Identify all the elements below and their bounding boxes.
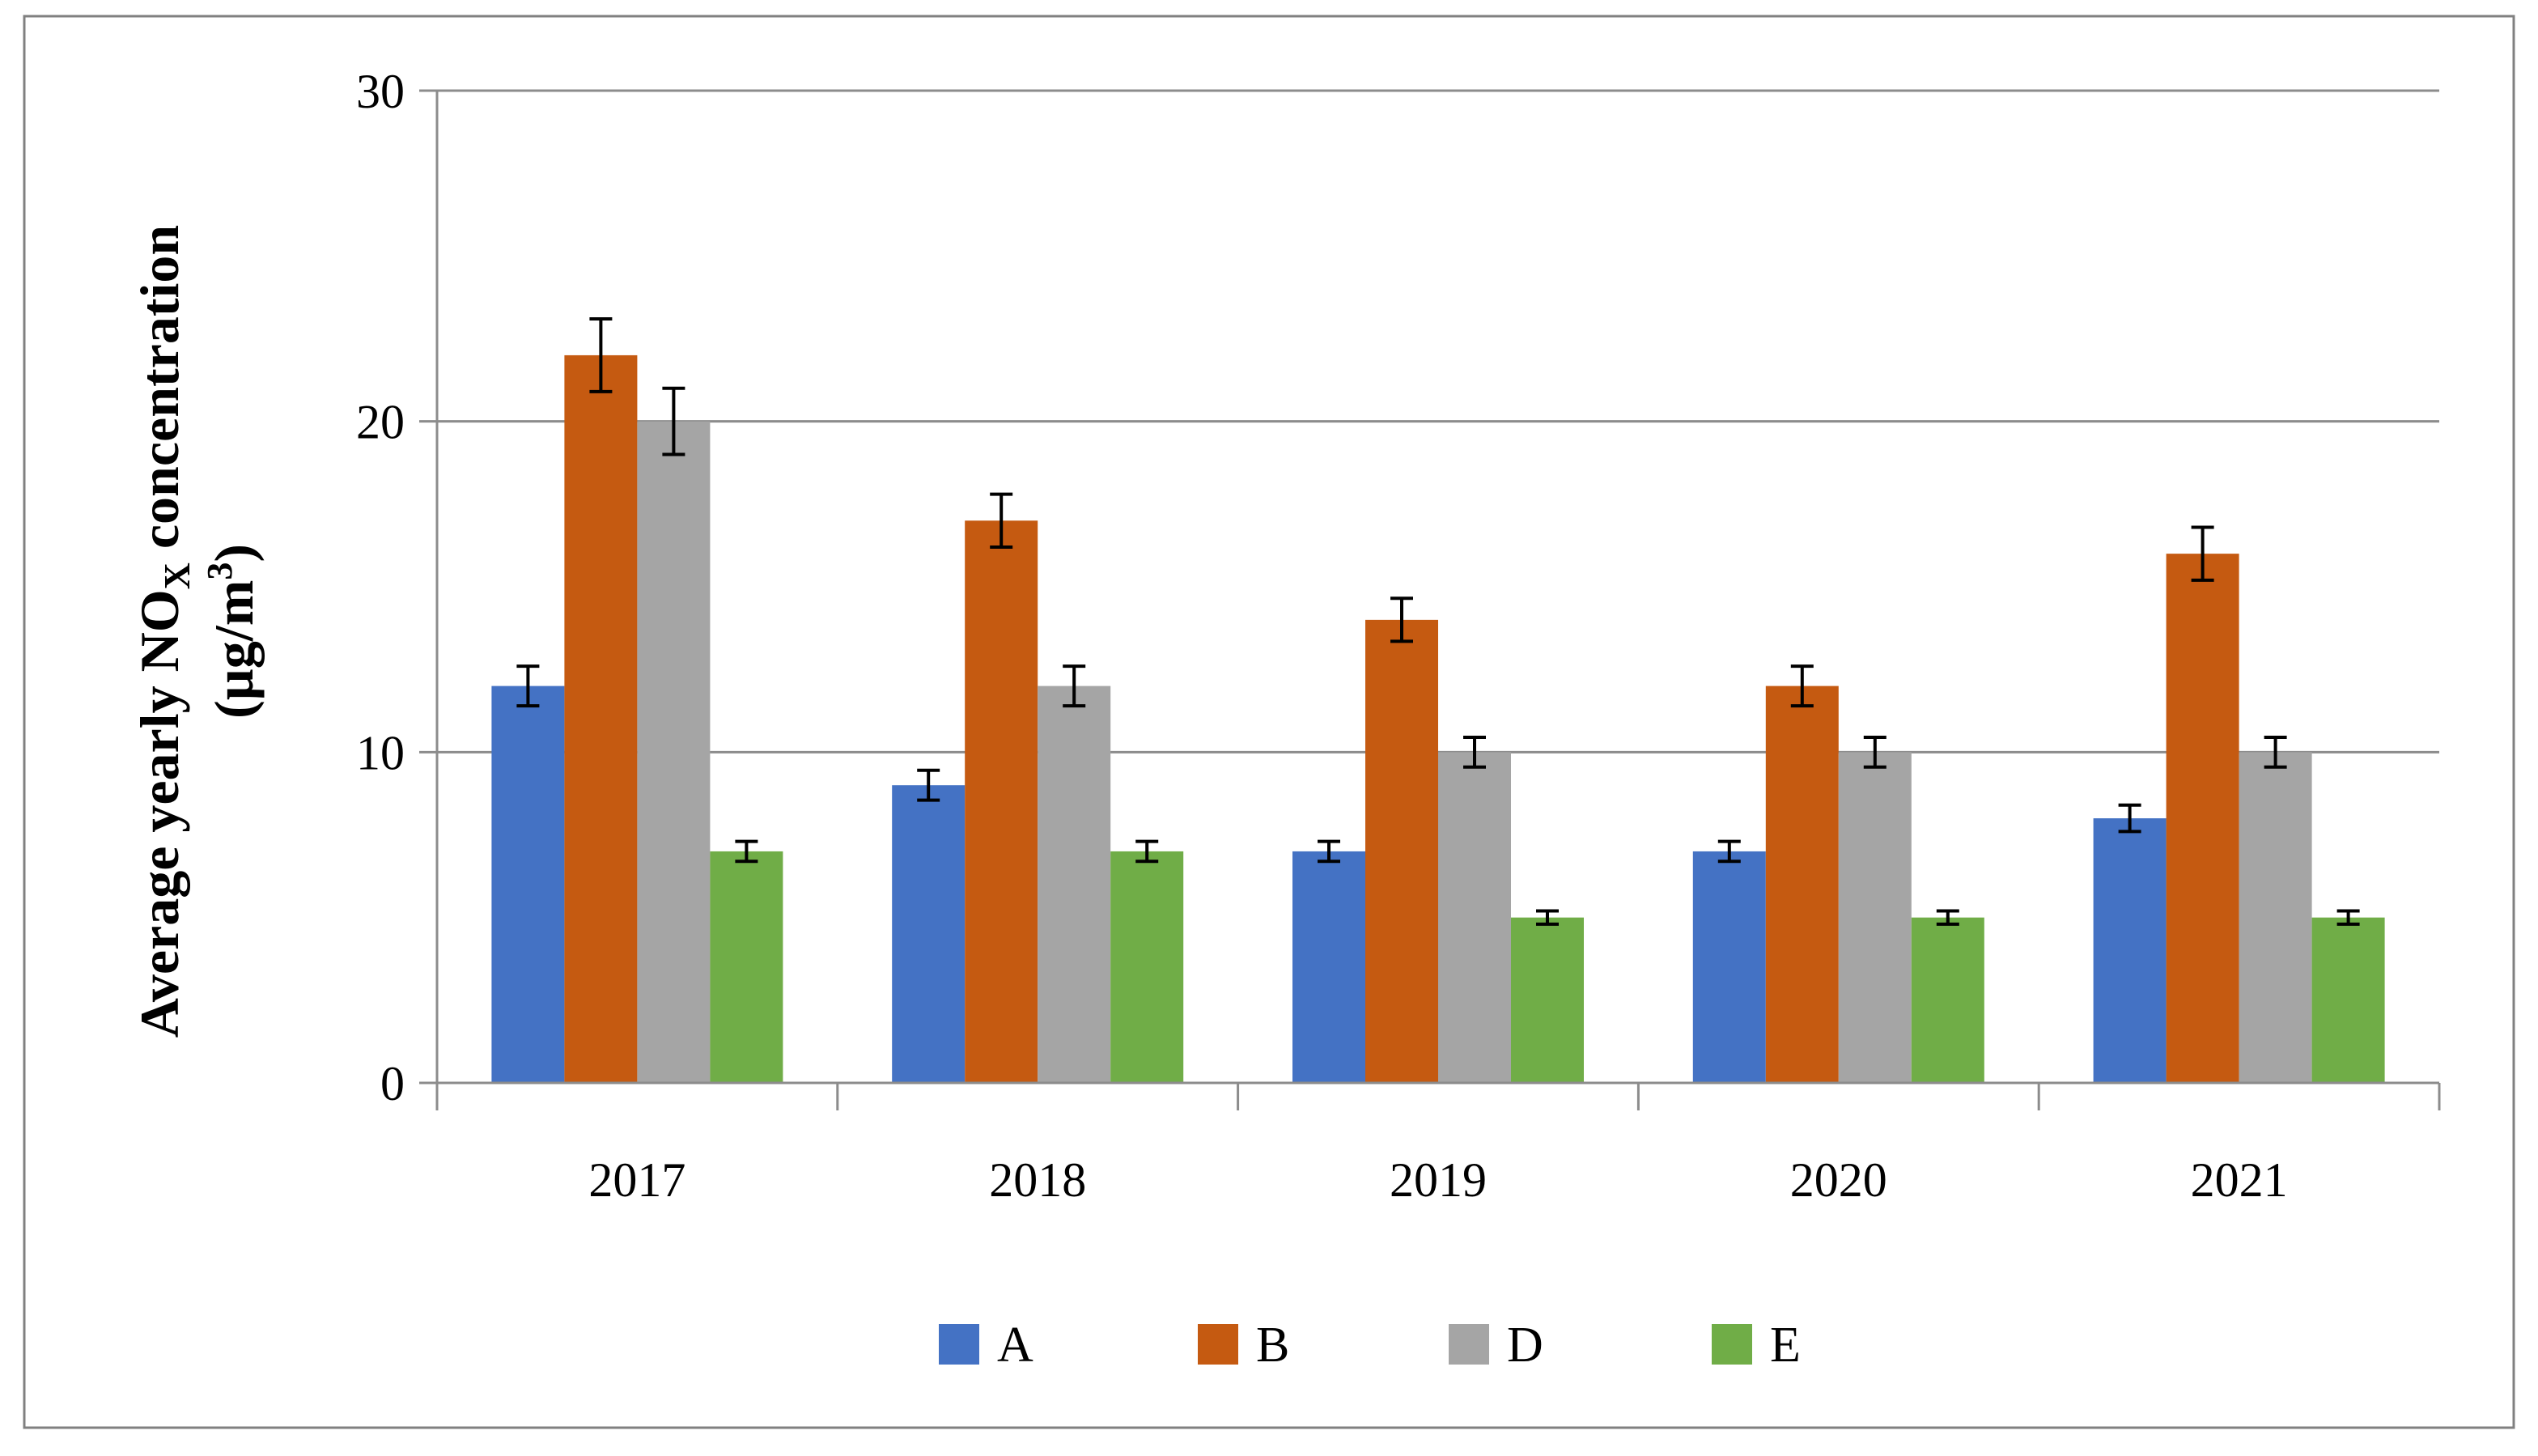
legend-swatch-E — [1712, 1324, 1752, 1365]
error-bar-B-2021 — [2191, 525, 2214, 582]
bar-A-2021 — [2093, 818, 2167, 1083]
error-bar-D-2020 — [1863, 735, 1887, 769]
error-bar-D-2017 — [662, 386, 685, 456]
bar-B-2019 — [1365, 619, 1438, 1083]
error-bar-D-2018 — [1063, 664, 1086, 708]
legend-item-D: D — [1449, 1318, 1543, 1373]
y-axis-title: Average yearly NOX concentration — [129, 225, 197, 1038]
error-bar-D-2019 — [1463, 735, 1486, 769]
x-tick-label-2020: 2020 — [1790, 1153, 1887, 1207]
bar-E-2020 — [1911, 917, 1984, 1083]
y-axis-title-units: (µg/m3) — [200, 544, 265, 719]
bar-D-2020 — [1838, 752, 1912, 1083]
error-bar-E-2019 — [1536, 909, 1559, 926]
chart-border — [23, 15, 2515, 1429]
bar-A-2019 — [1292, 851, 1365, 1083]
bar-D-2021 — [2239, 752, 2312, 1083]
bar-A-2017 — [491, 686, 565, 1083]
legend-item-A: A — [939, 1318, 1033, 1373]
error-bar-E-2017 — [735, 839, 758, 864]
bar-E-2018 — [1110, 851, 1184, 1083]
bar-E-2019 — [1511, 917, 1584, 1083]
error-bar-A-2017 — [516, 664, 540, 708]
legend-item-B: B — [1198, 1318, 1289, 1373]
error-bar-E-2020 — [1936, 909, 1959, 926]
x-tick-label-2021: 2021 — [2191, 1153, 2288, 1207]
legend-label-E: E — [1770, 1318, 1801, 1373]
labels-layer: 0 10 20 30 2017 2018 2019 2020 2021 — [356, 65, 2288, 1207]
error-bar-B-2019 — [1390, 596, 1413, 643]
error-bar-A-2018 — [917, 768, 940, 802]
legend-item-E: E — [1712, 1318, 1801, 1373]
error-bar-E-2018 — [1135, 839, 1159, 864]
bar-B-2017 — [564, 354, 638, 1083]
bar-D-2017 — [637, 421, 711, 1083]
axes-layer — [419, 89, 2441, 1110]
bar-D-2018 — [1038, 686, 1111, 1083]
error-bar-B-2017 — [589, 316, 613, 393]
y-axis-title-superscript: 3 — [200, 562, 240, 580]
legend-swatch-A — [939, 1324, 979, 1365]
x-tick-label-2017: 2017 — [588, 1153, 685, 1207]
error-bar-A-2019 — [1318, 839, 1340, 864]
x-tick-label-2019: 2019 — [1390, 1153, 1487, 1207]
bar-A-2020 — [1692, 851, 1766, 1083]
y-tick-label-0: 0 — [380, 1057, 405, 1110]
error-bar-E-2021 — [2336, 909, 2360, 926]
error-bar-A-2021 — [2118, 803, 2141, 834]
bars-layer — [491, 354, 2385, 1083]
legend-swatch-D — [1449, 1324, 1489, 1365]
bar-A-2018 — [892, 785, 966, 1083]
bar-B-2020 — [1765, 686, 1839, 1083]
bar-B-2021 — [2166, 554, 2239, 1083]
errors-layer — [516, 316, 2360, 926]
legend-label-D: D — [1507, 1318, 1543, 1373]
legend-label-B: B — [1256, 1318, 1289, 1373]
y-tick-label-10: 10 — [356, 726, 405, 779]
bar-E-2017 — [710, 851, 783, 1083]
error-bar-B-2020 — [1790, 664, 1814, 708]
bar-D-2019 — [1438, 752, 1511, 1083]
y-tick-label-20: 20 — [356, 396, 405, 449]
y-axis-title-subscript: X — [156, 562, 197, 589]
error-bar-D-2021 — [2264, 735, 2287, 769]
bar-E-2021 — [2311, 917, 2385, 1083]
legend-label-A: A — [997, 1318, 1033, 1373]
error-bar-B-2018 — [990, 492, 1013, 549]
legend-swatch-B — [1198, 1324, 1238, 1365]
bar-B-2018 — [965, 520, 1038, 1083]
x-tick-label-2018: 2018 — [989, 1153, 1086, 1207]
y-tick-label-30: 30 — [356, 65, 405, 118]
error-bar-A-2020 — [1717, 839, 1741, 864]
